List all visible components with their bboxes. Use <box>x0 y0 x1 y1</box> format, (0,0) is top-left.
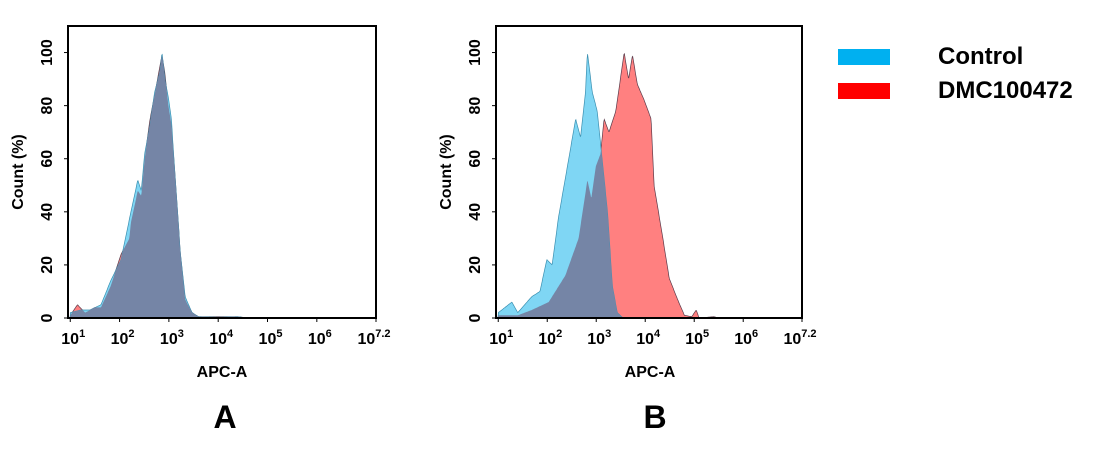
x-tick-label: 106 <box>734 328 758 348</box>
chart-panel-a: 0 20 40 60 80 100 101 102 103 104 105 106 107.2 APC-A… <box>10 25 391 435</box>
legend: Control DMC100472 <box>838 40 1073 108</box>
legend-label-control: Control <box>938 43 1024 70</box>
legend-item-control: Control <box>838 40 1073 74</box>
y-tick-label: 60 <box>39 150 56 168</box>
legend-label-dmc100472: DMC100472 <box>938 77 1073 104</box>
y-tick-label: 20 <box>39 256 56 274</box>
y-tick-label: 40 <box>467 203 484 221</box>
series-overlap-area <box>496 151 724 318</box>
y-tick-label: 80 <box>467 97 484 115</box>
y-tick-label: 0 <box>39 313 56 322</box>
x-tick-label: 102 <box>111 328 135 348</box>
y-tick-label: 100 <box>39 39 56 66</box>
y-axis-title: Count (%) <box>10 134 27 210</box>
x-tick-label: 107.2 <box>783 328 816 348</box>
chart-panel-b: 0 20 40 60 80 100 101 102 103 104 105 106 107.2 APC-A… <box>438 25 817 435</box>
x-tick-label: 106 <box>308 328 332 348</box>
x-tick-label: 103 <box>160 328 184 348</box>
x-tick-label: 102 <box>538 328 562 348</box>
y-tick-label: 40 <box>39 203 56 221</box>
x-axis-title: APC-A <box>197 364 248 381</box>
y-tick-label: 60 <box>467 150 484 168</box>
x-tick-label: 107.2 <box>357 328 390 348</box>
legend-swatch-control <box>838 49 890 65</box>
y-tick-label: 80 <box>39 97 56 115</box>
plot-frame <box>495 25 803 319</box>
x-tick-label: 104 <box>636 328 661 348</box>
x-tick-label: 103 <box>587 328 611 348</box>
y-tick-label: 100 <box>467 39 484 66</box>
legend-item-dmc100472: DMC100472 <box>838 74 1073 108</box>
series-overlap-area <box>68 56 297 318</box>
legend-swatch-dmc100472 <box>838 83 890 99</box>
x-axis-title: APC-A <box>625 364 676 381</box>
x-tick-label: 104 <box>209 328 234 348</box>
x-tick-label: 105 <box>685 328 709 348</box>
plot-frame <box>67 25 377 319</box>
panel-label: B <box>643 399 666 435</box>
y-axis-title: Count (%) <box>438 134 455 210</box>
x-tick-label: 101 <box>61 328 85 348</box>
x-tick-label: 105 <box>259 328 283 348</box>
y-tick-label: 20 <box>467 256 484 274</box>
x-tick-label: 101 <box>489 328 513 348</box>
panel-label: A <box>213 399 236 435</box>
y-tick-label: 0 <box>467 313 484 322</box>
